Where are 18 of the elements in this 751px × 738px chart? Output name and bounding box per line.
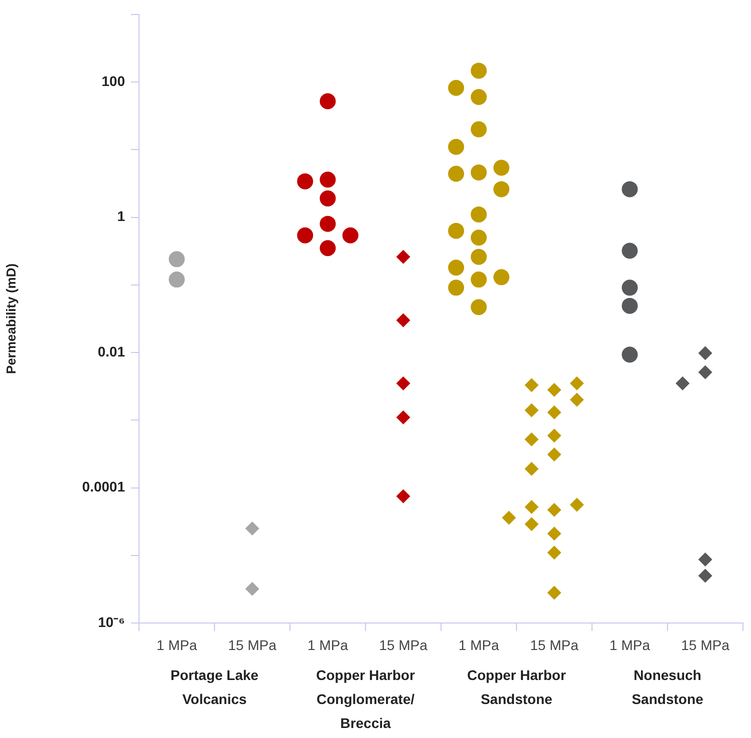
text: 1 MPa xyxy=(308,636,348,653)
text: 15 MPa xyxy=(681,636,730,653)
text: 1 MPa xyxy=(610,636,650,653)
y-tick-label: 100 xyxy=(102,72,126,89)
y-tick-label: 0.01 xyxy=(98,343,126,360)
text: 15 MPa xyxy=(228,636,277,653)
x-tick-label: Portage Lake Volcanics xyxy=(170,666,259,707)
y-tick-label: 10⁻⁶ xyxy=(98,614,125,630)
x-tick-label: Copper Harbor Conglomerate/ Breccia xyxy=(316,666,416,731)
x-tick-label: Copper Harbor Sandstone xyxy=(467,666,566,707)
text: 15 MPa xyxy=(379,636,428,653)
text: 1 MPa xyxy=(458,636,500,653)
text: 1 MPa xyxy=(156,636,198,653)
y-tick-label: 0.0001 xyxy=(82,478,126,495)
y-tick-label: 1 xyxy=(117,208,126,224)
y-axis-title: Permeability (mD) xyxy=(3,263,18,374)
x-tick-label: Nonesuch Sandstone xyxy=(632,666,704,707)
text: 15 MPa xyxy=(530,636,579,653)
